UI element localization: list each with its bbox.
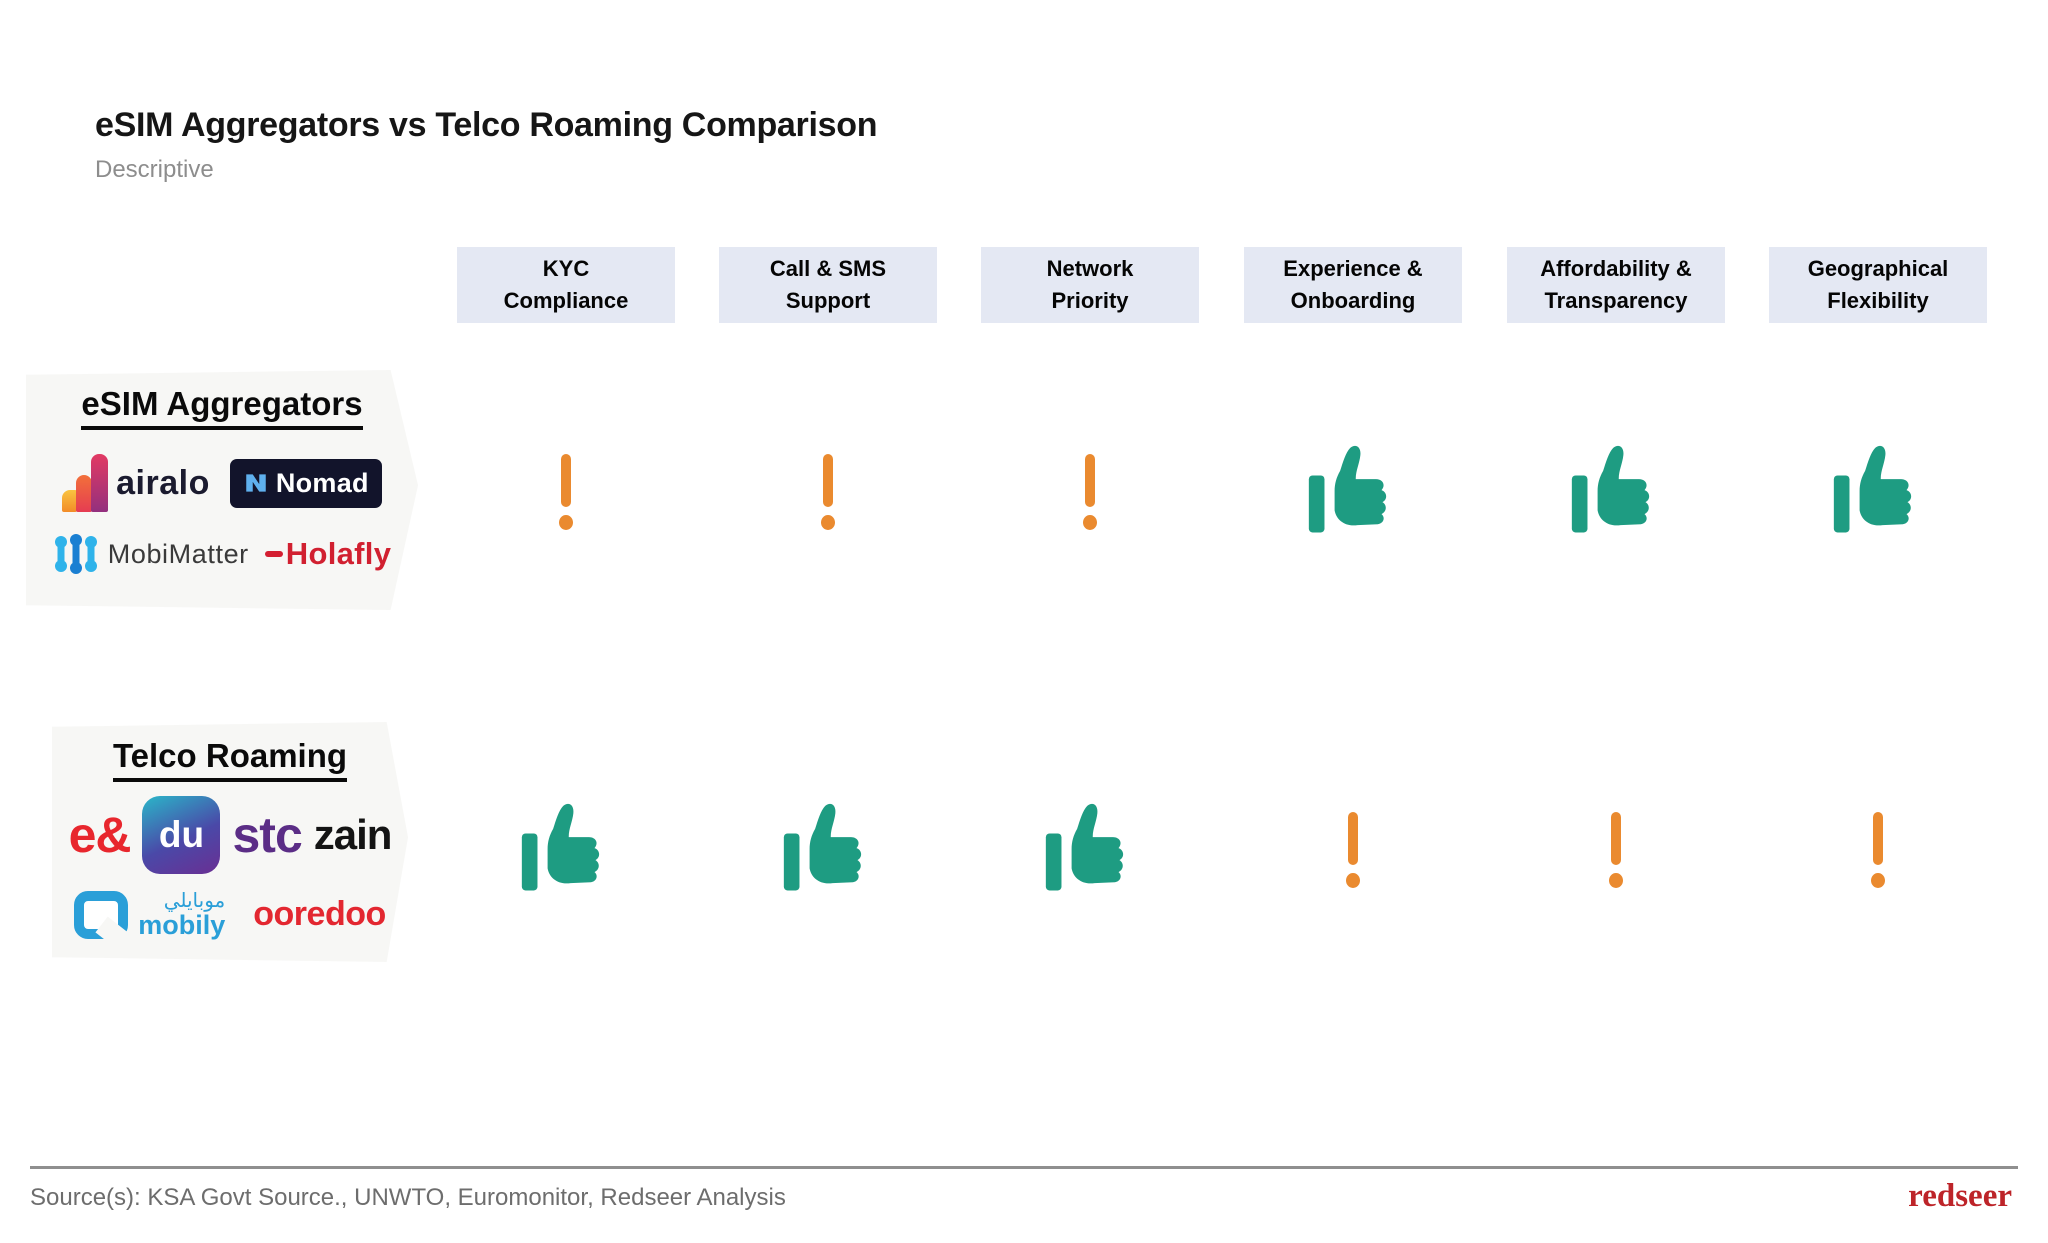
rating-cell (1485, 432, 1747, 552)
mobily-wordmark: mobily (138, 910, 226, 941)
redseer-logo: redseer (1908, 1178, 2012, 1214)
holafly-dash-icon (264, 551, 283, 558)
thumbs-up-icon (521, 803, 600, 891)
page-subtitle: Descriptive (95, 156, 214, 183)
column-header-line: Support (785, 288, 871, 313)
group-card-esim-aggregators: eSIM Aggregators airalo Nomad (26, 370, 418, 610)
airalo-wordmark: airalo (116, 463, 210, 502)
zain-logo: zain (313, 811, 393, 859)
column-header-line: Network (1046, 256, 1134, 282)
thumbs-up-icon (1045, 803, 1124, 891)
mobily-arabic-wordmark: موبايلي (163, 888, 226, 913)
nomad-wordmark: Nomad (275, 467, 369, 498)
mobimatter-wordmark: MobiMatter (107, 538, 249, 569)
thumbs-up-icon (1308, 445, 1387, 533)
nomad-n-icon (246, 474, 266, 492)
rating-cell (959, 790, 1221, 910)
mobily-bubble-icon (74, 890, 129, 939)
airalo-bars-icon (62, 454, 109, 513)
mobimatter-dots-icon (54, 534, 97, 575)
column-header: KYC Compliance (457, 247, 675, 323)
rating-cell (1747, 432, 2009, 552)
holafly-logo: Holafly (264, 536, 392, 572)
etisalat-logo: e& (68, 807, 132, 864)
column-header-line: KYC (542, 256, 590, 282)
exclamation-icon (1871, 812, 1885, 888)
thumbs-up-icon (1833, 445, 1912, 533)
footer-divider (30, 1166, 2018, 1169)
column-header-line: Geographical (1807, 256, 1949, 282)
group-label-esim: eSIM Aggregators (81, 385, 363, 431)
exclamation-icon (821, 454, 835, 530)
page-title: eSIM Aggregators vs Telco Roaming Compar… (95, 106, 878, 144)
holafly-wordmark: Holafly (285, 536, 392, 572)
thumbs-up-icon (1571, 445, 1650, 533)
rating-cell (435, 790, 697, 910)
column-header-line: Experience & (1283, 256, 1423, 282)
exclamation-icon (1346, 812, 1360, 888)
column-header-line: Transparency (1544, 288, 1688, 313)
column-header-line: Flexibility (1827, 288, 1929, 313)
column-header: Affordability & Transparency (1507, 247, 1725, 323)
column-header-line: Call & SMS (769, 256, 887, 282)
rating-cell (959, 432, 1221, 552)
thumbs-up-icon (783, 803, 862, 891)
du-logo: du (142, 796, 221, 875)
rating-cell (1747, 790, 2009, 910)
column-header-line: Affordability & (1540, 256, 1692, 282)
group-label-telco: Telco Roaming (112, 737, 348, 783)
column-header: Geographical Flexibility (1769, 247, 1987, 323)
exclamation-icon (1083, 454, 1097, 530)
exclamation-icon (1609, 812, 1623, 888)
column-header-line: Priority (1051, 288, 1129, 313)
group-card-telco-roaming: Telco Roaming e& du stc zain موبايلي mob… (52, 722, 408, 962)
rating-cell (1222, 790, 1484, 910)
column-header-line: Compliance (503, 288, 629, 313)
rating-cell (435, 432, 697, 552)
column-header: Network Priority (981, 247, 1199, 323)
nomad-logo: Nomad (229, 458, 382, 508)
ooredoo-logo: ooredoo (253, 895, 386, 934)
rating-cell (1485, 790, 1747, 910)
rating-cell (697, 432, 959, 552)
rating-cell (1222, 432, 1484, 552)
stc-logo: stc (232, 807, 302, 864)
column-header: Call & SMS Support (719, 247, 937, 323)
exclamation-icon (559, 454, 573, 530)
mobily-logo: موبايلي mobily (74, 888, 226, 941)
column-header: Experience & Onboarding (1244, 247, 1462, 323)
column-header-line: Onboarding (1290, 288, 1416, 313)
rating-cell (697, 790, 959, 910)
source-text: Source(s): KSA Govt Source., UNWTO, Euro… (30, 1184, 786, 1211)
airalo-logo: airalo (62, 454, 210, 513)
mobimatter-logo: MobiMatter (53, 532, 249, 576)
